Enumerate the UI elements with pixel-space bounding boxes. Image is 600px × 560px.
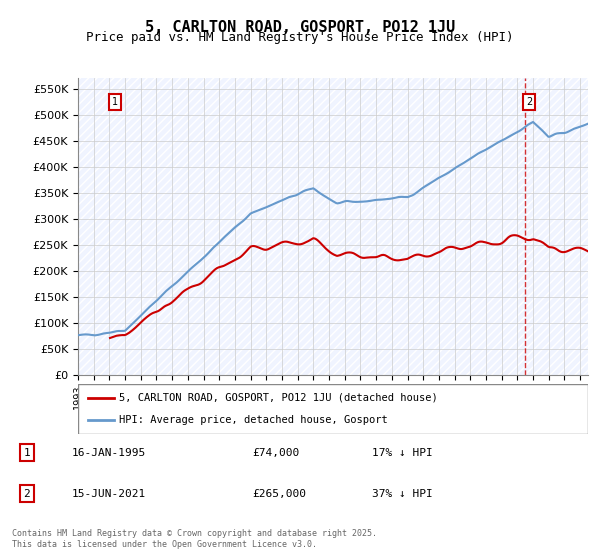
Text: 1: 1 — [112, 97, 118, 107]
Text: HPI: Average price, detached house, Gosport: HPI: Average price, detached house, Gosp… — [119, 415, 388, 425]
Text: Contains HM Land Registry data © Crown copyright and database right 2025.
This d: Contains HM Land Registry data © Crown c… — [12, 529, 377, 549]
Text: 15-JUN-2021: 15-JUN-2021 — [72, 488, 146, 498]
Text: 2: 2 — [526, 97, 532, 107]
Text: 2: 2 — [23, 488, 31, 498]
Text: 16-JAN-1995: 16-JAN-1995 — [72, 448, 146, 458]
Text: 17% ↓ HPI: 17% ↓ HPI — [372, 448, 433, 458]
Text: £265,000: £265,000 — [252, 488, 306, 498]
FancyBboxPatch shape — [78, 384, 588, 434]
Text: Price paid vs. HM Land Registry's House Price Index (HPI): Price paid vs. HM Land Registry's House … — [86, 31, 514, 44]
Text: 37% ↓ HPI: 37% ↓ HPI — [372, 488, 433, 498]
Text: 1: 1 — [23, 448, 31, 458]
Text: 5, CARLTON ROAD, GOSPORT, PO12 1JU (detached house): 5, CARLTON ROAD, GOSPORT, PO12 1JU (deta… — [119, 393, 437, 403]
Text: 5, CARLTON ROAD, GOSPORT, PO12 1JU: 5, CARLTON ROAD, GOSPORT, PO12 1JU — [145, 20, 455, 35]
Text: £74,000: £74,000 — [252, 448, 299, 458]
